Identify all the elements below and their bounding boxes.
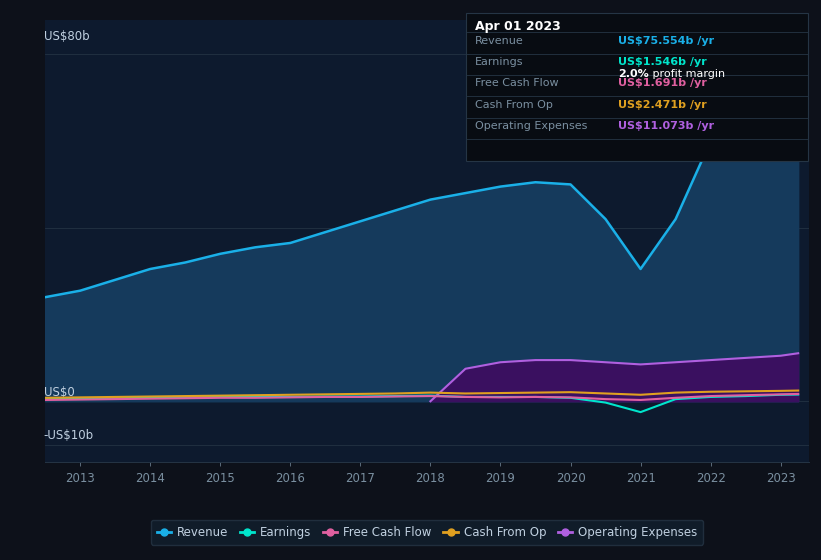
Text: US$11.073b /yr: US$11.073b /yr (618, 121, 714, 131)
Text: US$0: US$0 (44, 386, 75, 399)
Text: Earnings: Earnings (475, 57, 523, 67)
Text: US$2.471b /yr: US$2.471b /yr (618, 100, 707, 110)
Text: US$1.546b /yr: US$1.546b /yr (618, 57, 707, 67)
Text: US$75.554b /yr: US$75.554b /yr (618, 36, 714, 46)
Text: profit margin: profit margin (649, 69, 726, 80)
Text: US$80b: US$80b (44, 30, 89, 43)
Text: -US$10b: -US$10b (44, 430, 94, 442)
Legend: Revenue, Earnings, Free Cash Flow, Cash From Op, Operating Expenses: Revenue, Earnings, Free Cash Flow, Cash … (151, 520, 703, 544)
Text: Free Cash Flow: Free Cash Flow (475, 78, 558, 88)
Text: Operating Expenses: Operating Expenses (475, 121, 587, 131)
Text: US$1.691b /yr: US$1.691b /yr (618, 78, 707, 88)
Text: Revenue: Revenue (475, 36, 523, 46)
Text: Apr 01 2023: Apr 01 2023 (475, 20, 560, 32)
Text: Cash From Op: Cash From Op (475, 100, 553, 110)
Text: 2.0%: 2.0% (618, 69, 649, 80)
